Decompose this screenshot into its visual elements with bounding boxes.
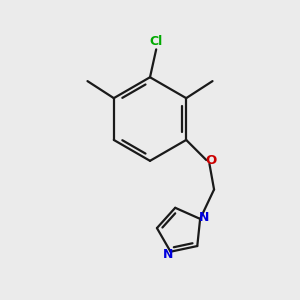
Text: Cl: Cl	[150, 35, 163, 48]
Text: O: O	[206, 154, 217, 167]
Text: N: N	[163, 248, 173, 261]
Text: N: N	[199, 211, 209, 224]
